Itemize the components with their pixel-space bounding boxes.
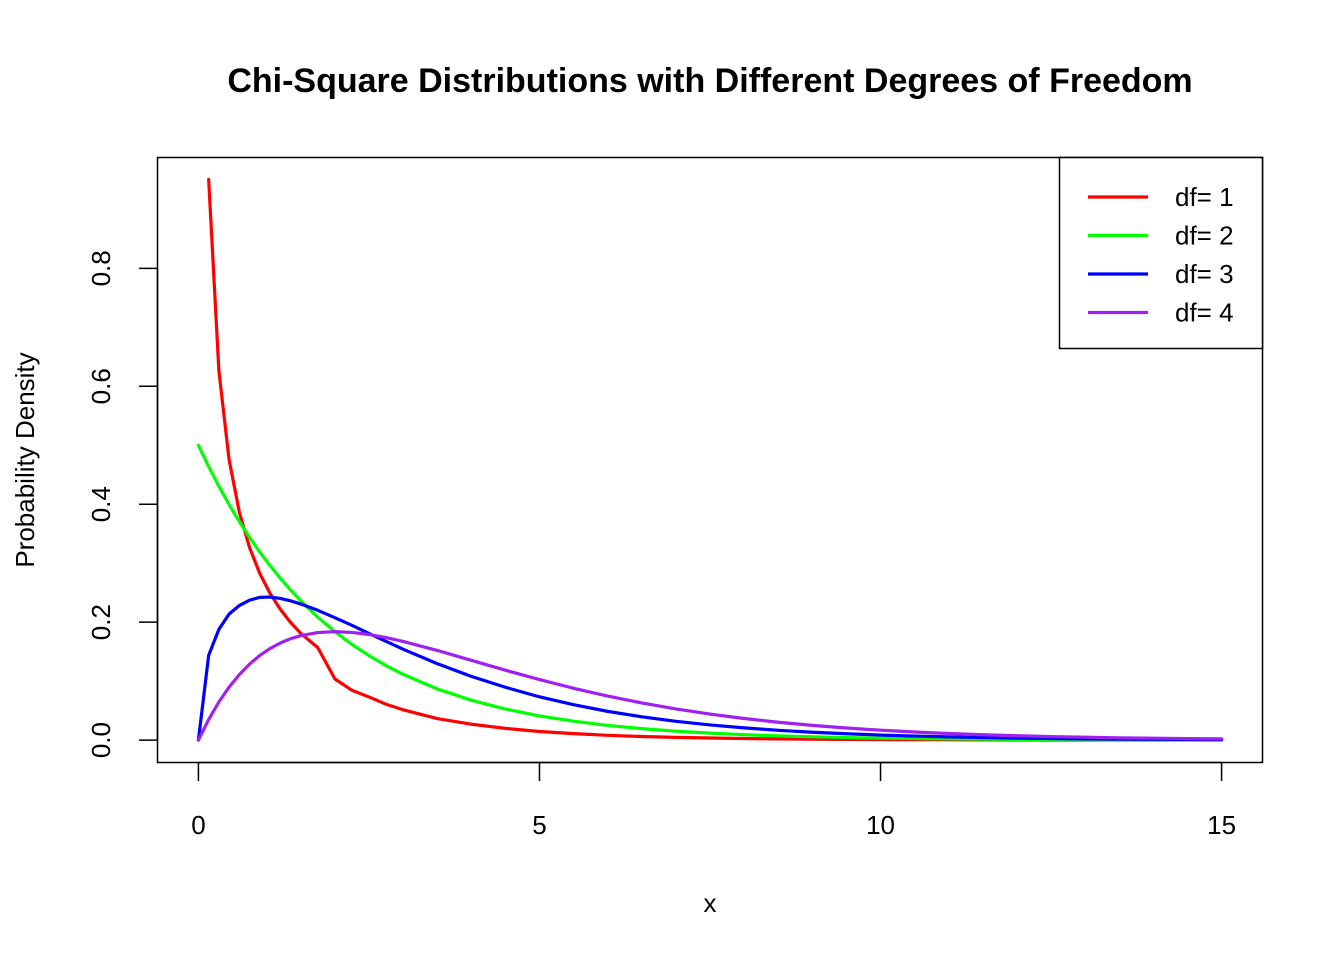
series-layer (196, 177, 1224, 742)
series-line-df-4 (196, 630, 1224, 742)
legend-label: df= 4 (1175, 298, 1234, 328)
legend-box (1058, 156, 1264, 350)
y-tick-label: 0.2 (86, 604, 116, 640)
y-tick-label: 0.4 (86, 486, 116, 522)
x-tick-label: 10 (866, 810, 895, 840)
y-tick-label: 0.6 (86, 368, 116, 404)
y-tick-label: 0.8 (86, 250, 116, 286)
series-line-df-3 (196, 595, 1224, 742)
series-line-df-2 (196, 443, 1224, 742)
x-axis-label: x (704, 888, 717, 918)
y-axis: 0.0 0.2 0.4 0.6 0.8 (86, 250, 159, 758)
y-axis-label: Probability Density (10, 352, 40, 567)
legend-label: df= 1 (1175, 182, 1234, 212)
y-tick-label: 0.0 (86, 722, 116, 758)
legend-label: df= 2 (1175, 221, 1234, 251)
x-tick-label: 15 (1207, 810, 1236, 840)
x-axis: 0 5 10 15 (191, 761, 1236, 840)
x-tick-label: 5 (532, 810, 546, 840)
chart-title: Chi-Square Distributions with Different … (227, 62, 1192, 100)
legend-label: df= 3 (1175, 259, 1234, 289)
legend: df= 1 df= 2 df= 3 df= 4 (1058, 156, 1264, 350)
x-tick-label: 0 (191, 810, 205, 840)
